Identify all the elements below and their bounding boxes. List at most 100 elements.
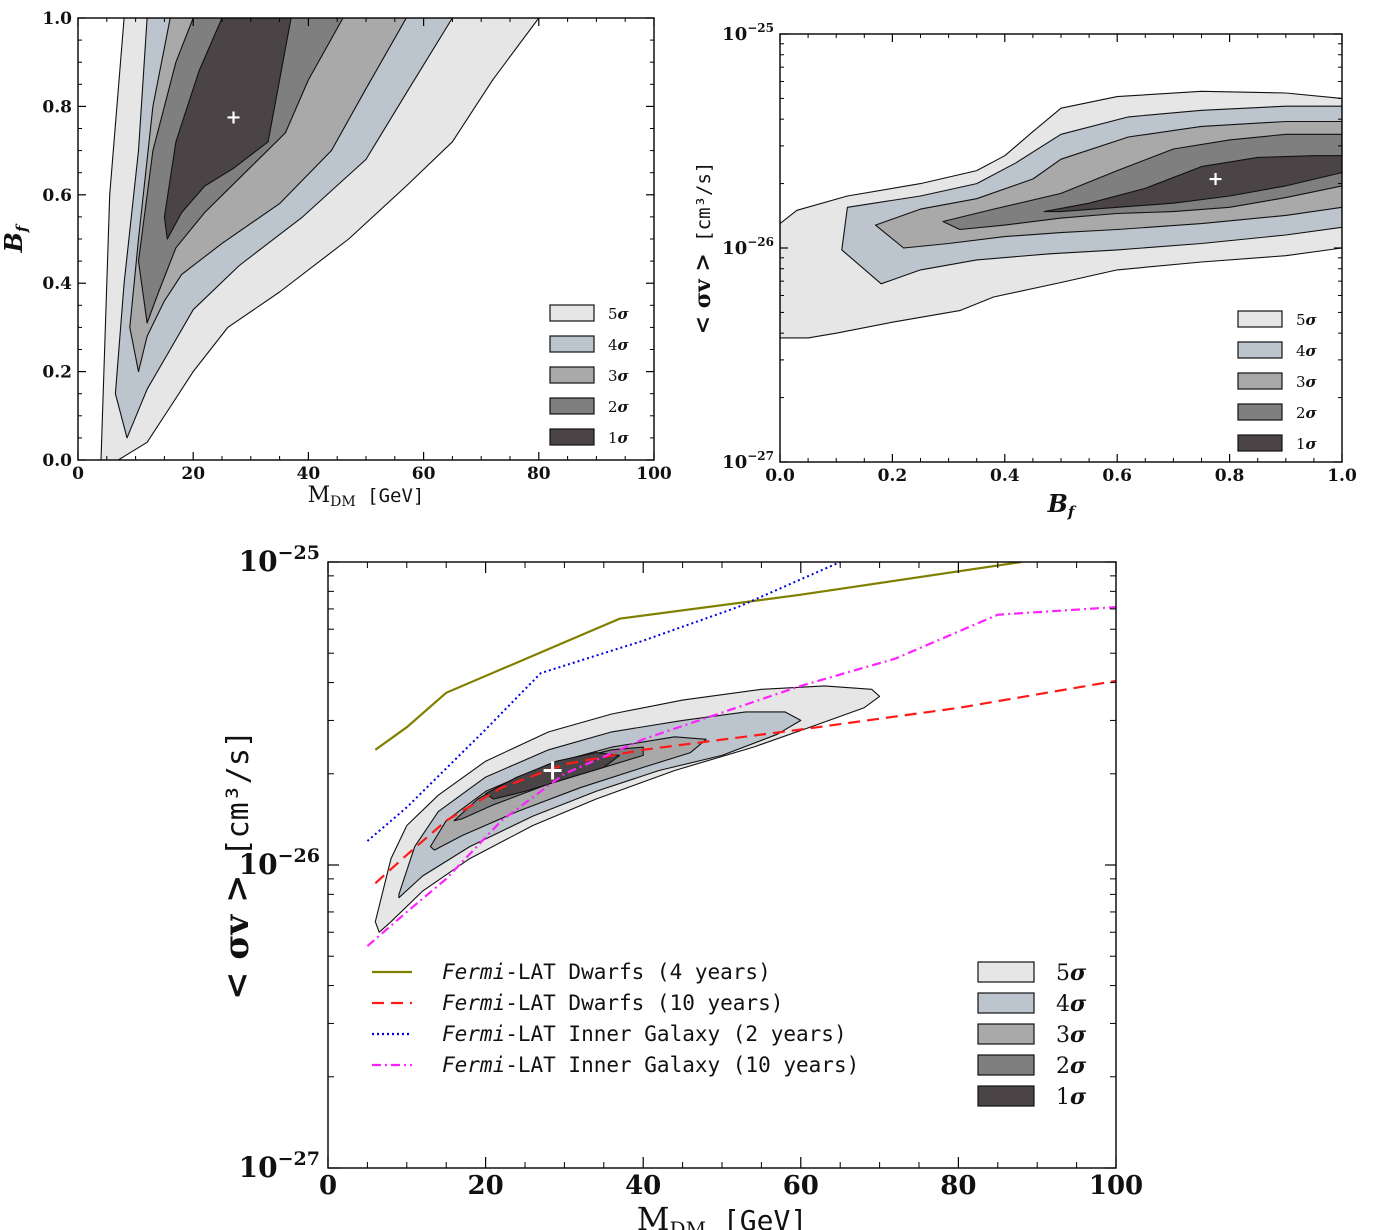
contour-2sigma — [942, 133, 1342, 231]
x-axis-title: MDM [GeV] — [308, 483, 425, 510]
legend-name: -LAT Inner Galaxy (2 years) — [505, 1022, 846, 1046]
x-tick-label: 0.2 — [878, 466, 908, 486]
y-tick-label: 10−27 — [722, 449, 774, 473]
legend-sigma-symbol: σ — [618, 429, 630, 447]
y-axis-title: Bf — [0, 223, 31, 253]
x-axis-title-unit: [GeV] — [706, 1204, 807, 1230]
best-fit-marker — [1209, 173, 1222, 186]
legend-label-5sigma: 5σ — [608, 305, 630, 323]
y-tick-label: 10−26 — [239, 845, 320, 881]
x-axis-title-main: M — [637, 1200, 670, 1230]
best-fit-marker — [227, 111, 240, 124]
y-tick-exp: −27 — [747, 449, 774, 463]
legend-line-label-2: Fermi-LAT Inner Galaxy (2 years) — [442, 1022, 847, 1046]
y-tick-label: 0.4 — [42, 274, 72, 294]
x-tick-label: 0.4 — [990, 466, 1020, 486]
y-tick-label: 0.6 — [42, 186, 72, 206]
legend-label-1sigma: 1σ — [608, 429, 630, 447]
legend-label-4sigma: 4σ — [1056, 991, 1087, 1017]
contour-1sigma — [163, 18, 292, 240]
chart-panel-1: 0 20 40 60 80 100 0.0 0.2 0.4 0.6 0.8 1.0 MDM [GeV] B… — [0, 9, 672, 510]
legend-swatch-1sigma — [1237, 434, 1283, 452]
legend-label-2sigma: 2σ — [608, 398, 630, 416]
x-axis-title-sub: f — [1067, 503, 1077, 521]
y-tick-exp: −25 — [747, 21, 774, 35]
y-tick-base: 10 — [239, 848, 278, 881]
y-tick-label: 10−25 — [239, 542, 320, 578]
contour-2sigma — [137, 18, 344, 324]
legend-label-1sigma: 1σ — [1296, 435, 1318, 453]
x-tick-label: 100 — [636, 464, 672, 484]
legend-line-label-3: Fermi-LAT Inner Galaxy (10 years) — [442, 1053, 859, 1077]
x-tick-label: 80 — [940, 1171, 976, 1201]
x-tick-label: 60 — [412, 464, 436, 484]
y-tick-exp: −27 — [278, 1148, 320, 1170]
y-tick-base: 10 — [722, 238, 747, 259]
x-tick-label: 0.8 — [1215, 466, 1245, 486]
y-tick-label: 0.8 — [42, 97, 72, 117]
x-axis-title-unit: [GeV] — [356, 485, 425, 507]
y-tick-label: 0.2 — [42, 363, 72, 383]
legend-prefix: Fermi — [442, 1022, 505, 1046]
x-axis-title-main: M — [308, 483, 331, 508]
legend-swatch-4sigma — [977, 992, 1035, 1014]
legend-swatch-4sigma — [1237, 341, 1283, 359]
legend-label-2sigma: 2σ — [1056, 1053, 1087, 1079]
contour-4sigma — [398, 711, 802, 899]
y-axis-title-main: < σv > — [690, 253, 716, 334]
x-axis-title: MDM [GeV] — [637, 1200, 807, 1230]
x-tick-label: 0 — [72, 464, 84, 484]
y-tick-base: 10 — [722, 24, 747, 45]
best-fit-marker — [543, 761, 562, 780]
y-tick-label: 0.0 — [42, 451, 72, 471]
legend-label-5sigma: 5σ — [1056, 960, 1087, 986]
x-axis-title-main: B — [1047, 489, 1068, 518]
legend-sigma-symbol: σ — [618, 305, 630, 323]
legend-swatch-5sigma — [549, 304, 595, 322]
legend-sigma-symbol: σ — [1306, 311, 1318, 329]
limit-line-0 — [374, 562, 1022, 751]
y-tick-exp: −26 — [747, 235, 774, 249]
legend-sigma-symbol: σ — [1070, 1053, 1087, 1079]
contour-1sigma — [1043, 155, 1342, 213]
legend-sigma-symbol: σ — [1306, 373, 1318, 391]
legend-swatch-2sigma — [549, 397, 595, 415]
x-tick-label: 0 — [319, 1171, 337, 1201]
x-axis-title-sub: DM — [670, 1217, 707, 1230]
legend-name: -LAT Dwarfs (10 years) — [505, 991, 783, 1015]
legend-swatch-5sigma — [1237, 310, 1283, 328]
x-tick-label: 0.0 — [765, 466, 795, 486]
legend-sigma-symbol: σ — [1306, 404, 1318, 422]
plot-area — [100, 18, 540, 460]
y-axis-title-sub: f — [13, 223, 31, 233]
legend-swatch-3sigma — [977, 1023, 1035, 1045]
legend-name: -LAT Dwarfs (4 years) — [505, 960, 771, 984]
legend-sigma-symbol: σ — [1070, 1084, 1087, 1110]
x-tick-label: 40 — [625, 1171, 661, 1201]
legend-prefix: Fermi — [442, 991, 505, 1015]
legend-swatch-5sigma — [977, 961, 1035, 983]
legend-label-1sigma: 1σ — [1056, 1084, 1087, 1110]
legend-sigma-symbol: σ — [1306, 342, 1318, 360]
limit-line-2 — [366, 562, 841, 842]
y-axis-title-unit: [cm³/s] — [693, 162, 715, 254]
x-tick-label: 20 — [468, 1171, 504, 1201]
y-tick-exp: −26 — [278, 845, 320, 867]
plot-area — [366, 562, 1116, 947]
limit-line-3 — [366, 606, 1116, 947]
y-tick-base: 10 — [239, 545, 278, 578]
legend-line-label-1: Fermi-LAT Dwarfs (10 years) — [442, 991, 783, 1015]
legend-label-3sigma: 3σ — [608, 367, 630, 385]
legend-swatch-1sigma — [977, 1085, 1035, 1107]
legend-swatch-4sigma — [549, 335, 595, 353]
x-tick-label: 100 — [1089, 1171, 1143, 1201]
x-axis-title-sub: DM — [330, 494, 356, 510]
x-axis-title: Bf — [1047, 489, 1077, 521]
y-tick-label: 10−27 — [239, 1148, 320, 1184]
legend-line-label-0: Fermi-LAT Dwarfs (4 years) — [442, 960, 771, 984]
x-tick-label: 0.6 — [1102, 466, 1132, 486]
legend-label-3sigma: 3σ — [1296, 373, 1318, 391]
